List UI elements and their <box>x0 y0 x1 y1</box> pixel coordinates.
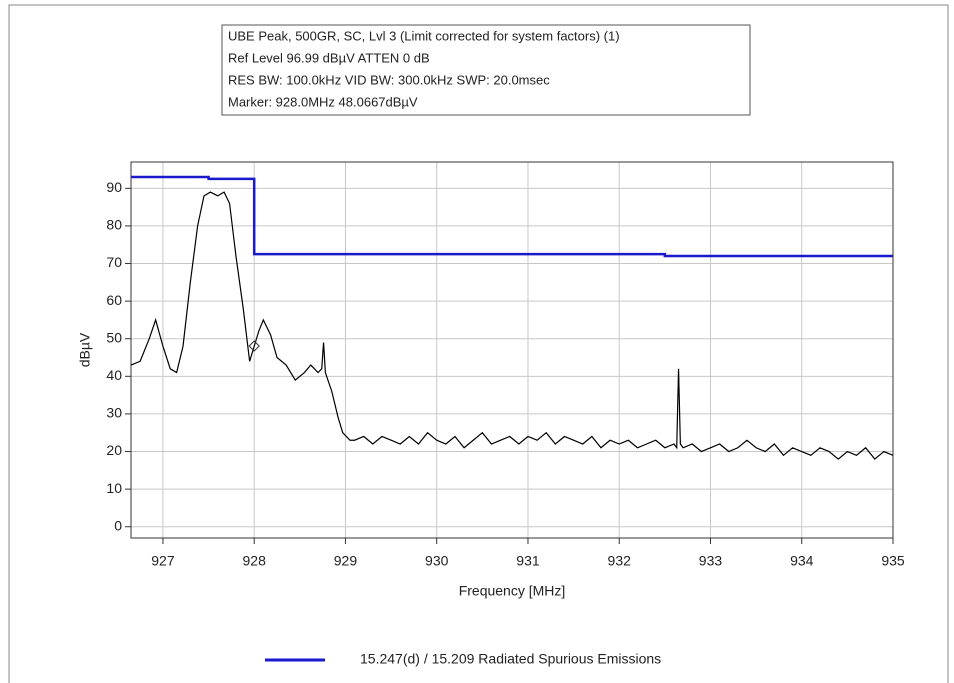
info-line: RES BW: 100.0kHz VID BW: 300.0kHz SWP: 2… <box>228 72 550 87</box>
x-tick-label: 934 <box>790 553 814 569</box>
x-tick-label: 927 <box>151 553 175 569</box>
y-tick-label: 40 <box>106 367 122 383</box>
series-line <box>130 191 894 460</box>
x-tick-label: 931 <box>516 553 540 569</box>
info-line: Ref Level 96.99 dBµV ATTEN 0 dB <box>228 50 430 65</box>
info-line: UBE Peak, 500GR, SC, Lvl 3 (Limit correc… <box>228 28 620 43</box>
info-lines: UBE Peak, 500GR, SC, Lvl 3 (Limit correc… <box>228 28 620 109</box>
x-axis-label: Frequency [MHz] <box>459 583 566 599</box>
y-tick-label: 80 <box>106 217 122 233</box>
x-tick-label: 933 <box>699 553 723 569</box>
y-tick-label: 70 <box>106 254 122 270</box>
y-tick-label: 50 <box>106 329 122 345</box>
x-tick-label: 929 <box>334 553 358 569</box>
x-tick-label: 935 <box>881 553 905 569</box>
y-tick-label: 60 <box>106 292 122 308</box>
y-tick-label: 10 <box>106 480 122 496</box>
frame <box>8 4 949 683</box>
plot-area <box>131 162 893 538</box>
legend-label: 15.247(d) / 15.209 Radiated Spurious Emi… <box>360 651 661 667</box>
x-tick-label: 930 <box>425 553 449 569</box>
info-line: Marker: 928.0MHz 48.0667dBµV <box>228 94 418 109</box>
series-line <box>131 175 893 258</box>
y-tick-label: 0 <box>114 517 122 533</box>
y-axis-label: dBµV <box>77 332 93 367</box>
y-tick-label: 90 <box>106 179 122 195</box>
info-box <box>221 24 751 116</box>
x-tick-label: 928 <box>243 553 267 569</box>
y-tick-label: 30 <box>106 405 122 421</box>
x-tick-label: 932 <box>608 553 632 569</box>
plot-border <box>130 161 894 539</box>
y-tick-label: 20 <box>106 442 122 458</box>
marker <box>248 340 260 352</box>
